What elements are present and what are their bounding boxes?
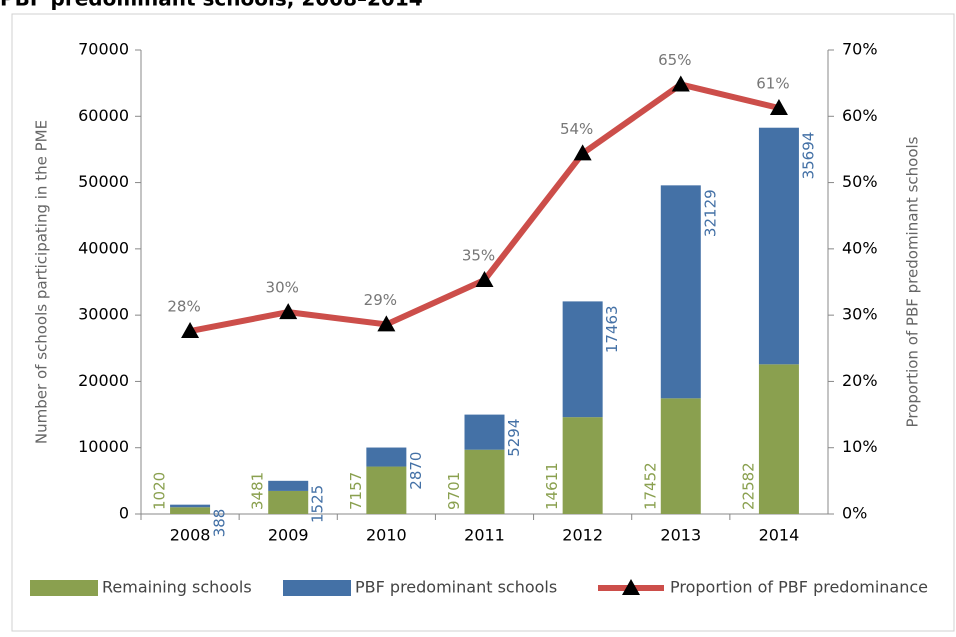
bar-value-label: 22582 (739, 462, 757, 510)
line-value-label: 35% (462, 247, 495, 265)
bar-value-label: 7157 (347, 472, 365, 510)
bar (170, 504, 211, 508)
line-value-label: 54% (560, 120, 593, 138)
bar (268, 480, 309, 491)
bar (660, 398, 701, 514)
line-value-label: 29% (364, 291, 397, 309)
y2-tick-label: 0% (842, 504, 867, 523)
bar (562, 301, 603, 418)
bar (464, 449, 505, 514)
line-marker (279, 303, 298, 320)
x-tick-label: 2012 (562, 526, 603, 545)
bar-value-label: 388 (211, 509, 229, 538)
y2-axis-title: Proportion of PBF predominant schools (904, 136, 922, 427)
line-value-label: 30% (266, 279, 299, 297)
y2-tick-label: 50% (842, 172, 878, 191)
y-tick-label: 0 (119, 504, 129, 523)
line-value-label: 61% (756, 75, 789, 93)
bar-value-label: 5294 (505, 419, 523, 457)
y-tick-label: 60000 (78, 106, 129, 125)
x-tick-label: 2014 (759, 526, 800, 545)
bar-value-label: 32129 (701, 189, 719, 237)
bar-value-label: 17452 (641, 462, 659, 510)
bar (758, 364, 799, 514)
legend-swatch (30, 580, 98, 596)
line-marker (769, 99, 788, 115)
bar (758, 127, 799, 365)
bar-value-label: 2870 (407, 452, 425, 490)
line-value-label: 65% (658, 51, 691, 69)
bar (268, 490, 309, 514)
bar-value-label: 3481 (249, 472, 267, 510)
y-tick-label: 70000 (78, 40, 129, 59)
y-axis-title: Number of schools participating in the P… (33, 120, 51, 444)
y-tick-label: 50000 (78, 172, 129, 191)
y-tick-label: 40000 (78, 238, 129, 257)
line-value-label: 28% (167, 298, 200, 316)
legend-label: Remaining schools (102, 578, 252, 597)
bar (366, 466, 407, 514)
y-tick-label: 10000 (78, 437, 129, 456)
bar-value-label: 17463 (603, 305, 621, 353)
bar-value-label: 1020 (151, 472, 169, 510)
line-marker (671, 75, 690, 92)
line-marker (573, 144, 592, 161)
bar-value-label: 1525 (309, 485, 327, 523)
legend-label: PBF predominant schools (355, 578, 557, 597)
bar (170, 507, 211, 514)
bar-value-label: 9701 (445, 472, 463, 510)
bar (660, 185, 701, 399)
chart-title: PBF predominant schools, 2008–2014 (0, 0, 423, 11)
x-tick-label: 2013 (660, 526, 701, 545)
chart-border (11, 13, 955, 632)
x-tick-label: 2008 (170, 526, 211, 545)
y2-tick-label: 40% (842, 238, 878, 257)
legend-label: Proportion of PBF predominance (670, 578, 928, 597)
line-marker (377, 315, 396, 332)
x-tick-label: 2010 (366, 526, 407, 545)
y2-tick-label: 10% (842, 437, 878, 456)
y-tick-label: 30000 (78, 305, 129, 324)
bar (464, 414, 505, 450)
bar-value-label: 35694 (799, 132, 817, 180)
bar (562, 417, 603, 514)
legend-marker (622, 579, 640, 595)
line-marker (181, 322, 200, 339)
x-tick-label: 2009 (268, 526, 309, 545)
y-tick-label: 20000 (78, 371, 129, 390)
y2-tick-label: 60% (842, 106, 878, 125)
y2-tick-label: 30% (842, 305, 878, 324)
y2-tick-label: 70% (842, 40, 878, 59)
y2-tick-label: 20% (842, 371, 878, 390)
legend-swatch (283, 580, 351, 596)
bar (366, 447, 407, 467)
bar-value-label: 14611 (543, 462, 561, 510)
line-marker (475, 271, 494, 288)
x-tick-label: 2011 (464, 526, 505, 545)
